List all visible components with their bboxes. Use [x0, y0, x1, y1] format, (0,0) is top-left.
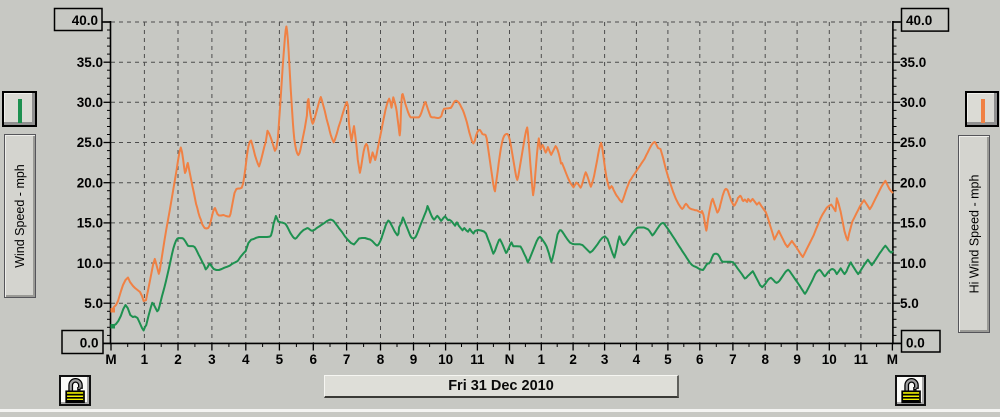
svg-text:M: M [887, 352, 898, 367]
svg-text:2: 2 [174, 352, 182, 367]
svg-text:30.0: 30.0 [77, 95, 103, 110]
svg-text:4: 4 [633, 352, 641, 367]
svg-text:10: 10 [438, 352, 453, 367]
svg-text:10.0: 10.0 [900, 256, 926, 271]
svg-text:35.0: 35.0 [900, 55, 926, 70]
svg-text:15.0: 15.0 [77, 216, 103, 231]
svg-text:20.0: 20.0 [77, 175, 103, 190]
svg-text:40.0: 40.0 [906, 13, 932, 28]
svg-text:9: 9 [410, 352, 418, 367]
svg-text:35.0: 35.0 [77, 55, 103, 70]
svg-text:M: M [105, 352, 116, 367]
svg-text:5: 5 [276, 352, 284, 367]
svg-text:2: 2 [569, 352, 577, 367]
svg-text:11: 11 [854, 352, 869, 367]
svg-text:10: 10 [822, 352, 837, 367]
svg-text:25.0: 25.0 [77, 135, 103, 150]
svg-text:8: 8 [761, 352, 769, 367]
svg-text:3: 3 [208, 352, 216, 367]
svg-text:7: 7 [343, 352, 351, 367]
svg-text:8: 8 [377, 352, 385, 367]
svg-text:1: 1 [141, 352, 149, 367]
svg-text:9: 9 [793, 352, 801, 367]
svg-text:30.0: 30.0 [900, 95, 926, 110]
svg-text:4: 4 [242, 352, 250, 367]
svg-text:15.0: 15.0 [900, 216, 926, 231]
svg-text:40.0: 40.0 [72, 13, 98, 28]
svg-text:5.0: 5.0 [84, 296, 103, 311]
svg-text:3: 3 [601, 352, 609, 367]
svg-text:5: 5 [664, 352, 672, 367]
svg-text:6: 6 [310, 352, 318, 367]
svg-text:0.0: 0.0 [80, 335, 99, 350]
svg-text:0.0: 0.0 [906, 335, 925, 350]
svg-text:11: 11 [470, 352, 485, 367]
svg-text:N: N [505, 352, 515, 367]
svg-text:1: 1 [538, 352, 546, 367]
svg-text:5.0: 5.0 [900, 296, 919, 311]
svg-text:7: 7 [729, 352, 737, 367]
svg-text:25.0: 25.0 [900, 135, 926, 150]
svg-text:6: 6 [696, 352, 704, 367]
svg-text:10.0: 10.0 [77, 256, 103, 271]
svg-text:20.0: 20.0 [900, 175, 926, 190]
